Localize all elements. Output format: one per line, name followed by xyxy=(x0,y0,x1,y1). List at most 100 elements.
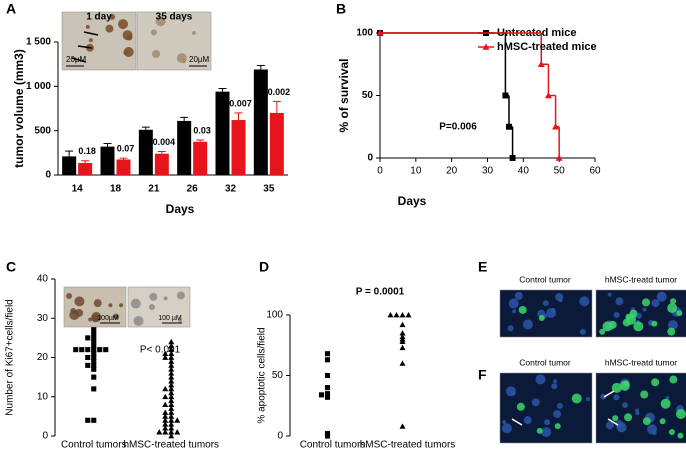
cell xyxy=(508,325,514,331)
marker xyxy=(174,429,180,434)
marker xyxy=(502,93,508,99)
y-tick-label: 100 xyxy=(266,310,283,321)
bar xyxy=(270,113,284,175)
y-tick-label: 1 500 xyxy=(26,37,51,48)
cell xyxy=(558,298,562,302)
x-tick-label: 10 xyxy=(410,166,422,177)
marker xyxy=(325,373,330,378)
green-cell xyxy=(669,376,677,384)
x-tick-label: 60 xyxy=(589,166,601,177)
cell xyxy=(151,29,157,35)
green-cell xyxy=(620,381,630,391)
marker xyxy=(85,355,90,360)
green-cell xyxy=(667,303,677,313)
marker xyxy=(91,375,96,380)
cell xyxy=(511,392,515,396)
y-tick-label: 0 xyxy=(367,153,373,164)
x-tick-label: 0 xyxy=(377,166,383,177)
cell xyxy=(544,419,550,425)
cell xyxy=(652,299,660,307)
marker xyxy=(506,124,512,130)
x-tick-label: 35 xyxy=(263,184,275,195)
marker xyxy=(85,335,90,340)
marker xyxy=(400,360,406,365)
cell xyxy=(613,394,619,400)
p-value: 0.004 xyxy=(153,137,176,147)
y-axis-label: % apoptotic cells/field xyxy=(257,327,268,423)
y-tick-label: 0 xyxy=(42,431,48,442)
green-cell xyxy=(651,321,657,327)
cell xyxy=(647,424,657,434)
legend-label: hMSC-treated mice xyxy=(497,41,597,53)
y-tick-label: 0 xyxy=(45,170,51,181)
green-cell xyxy=(555,423,561,429)
cell xyxy=(512,309,516,313)
cell xyxy=(127,35,133,41)
x-tick-label: hMSC-treated tumors xyxy=(123,440,219,451)
marker xyxy=(91,386,96,391)
green-cell xyxy=(640,391,648,399)
cell xyxy=(149,293,157,301)
p-value: 0.03 xyxy=(193,125,211,135)
y-tick-label: 0 xyxy=(277,431,283,442)
y-tick-label: 30 xyxy=(37,313,49,324)
cell xyxy=(536,374,546,384)
cell xyxy=(502,423,512,433)
green-cell xyxy=(537,428,543,434)
cell xyxy=(177,53,187,63)
marker xyxy=(91,367,96,372)
inset-label: 1 day xyxy=(86,12,112,23)
image-label: Control tumor xyxy=(519,357,571,367)
x-tick-label: 30 xyxy=(482,166,494,177)
cell xyxy=(643,307,647,311)
cell xyxy=(502,420,506,424)
y-tick-label: 40 xyxy=(37,274,49,285)
bar xyxy=(155,154,169,175)
p-value: 0.007 xyxy=(229,98,252,108)
green-cell xyxy=(517,403,525,411)
green-cell xyxy=(642,298,650,306)
cell xyxy=(515,292,523,300)
panel-label: F xyxy=(478,367,487,383)
panel-label: D xyxy=(259,259,269,275)
p-value: 0.002 xyxy=(268,87,291,97)
green-cell xyxy=(625,314,631,320)
x-tick-label: hMSC-treated tumors xyxy=(360,440,456,451)
x-tick-label: 18 xyxy=(110,184,122,195)
cell xyxy=(580,329,586,335)
x-tick-label: Control tumors xyxy=(61,440,127,451)
cell xyxy=(579,296,589,306)
cell xyxy=(622,402,628,408)
marker xyxy=(325,433,330,438)
marker xyxy=(319,392,324,397)
cell xyxy=(192,31,196,35)
x-axis-label: Days xyxy=(398,194,427,208)
cell xyxy=(541,427,551,437)
bar xyxy=(117,159,131,175)
cell xyxy=(118,19,128,29)
green-cell xyxy=(667,328,675,336)
green-cell xyxy=(519,306,527,314)
green-cell xyxy=(660,418,666,424)
marker xyxy=(97,347,102,352)
y-tick-label: 500 xyxy=(34,125,51,136)
p-value: P< 0.001 xyxy=(140,345,181,356)
green-cell xyxy=(643,417,651,425)
bar xyxy=(216,92,230,175)
x-tick-label: 14 xyxy=(72,184,84,195)
cell xyxy=(614,312,620,318)
marker xyxy=(162,402,168,407)
bar xyxy=(232,120,246,175)
cell xyxy=(123,51,127,55)
cell xyxy=(149,304,155,310)
marker xyxy=(85,347,90,352)
cell xyxy=(617,422,627,432)
inset-label: 35 days xyxy=(156,12,193,23)
cell xyxy=(524,416,532,424)
image-label: hMSC-treatd tumor xyxy=(605,274,677,284)
x-axis-label: Days xyxy=(166,202,195,216)
marker xyxy=(174,417,180,422)
image-label: Control tumor xyxy=(519,274,571,284)
green-cell xyxy=(624,413,632,421)
